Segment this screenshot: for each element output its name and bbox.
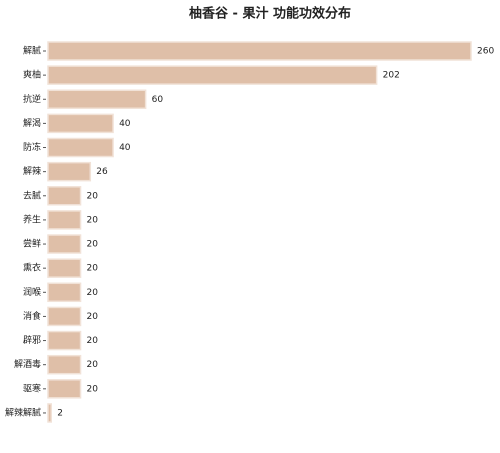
bar	[47, 306, 82, 327]
value-label: 40	[119, 143, 131, 153]
bar	[47, 258, 82, 278]
y-tick-label: 抗逆	[23, 93, 41, 105]
value-label: 20	[87, 336, 99, 346]
y-tick-label: 尝鲜	[23, 238, 41, 250]
chart-title: 柚香谷 - 果汁 功能功效分布	[189, 6, 351, 22]
y-tick-label: 熏衣	[23, 262, 41, 274]
bar	[47, 403, 53, 423]
y-tick-label: 养生	[23, 213, 41, 225]
value-label: 20	[87, 191, 99, 201]
value-label: 40	[119, 119, 131, 129]
value-label: 260	[477, 47, 494, 57]
y-tick-label: 润喉	[23, 286, 41, 298]
y-tick-label: 解辣	[23, 165, 41, 177]
value-label: 60	[152, 95, 164, 105]
bar	[47, 210, 82, 230]
bar	[47, 379, 82, 399]
bar	[47, 113, 114, 134]
value-label: 20	[87, 288, 99, 298]
value-label: 2	[57, 408, 63, 418]
y-tick-label: 爽柚	[23, 69, 41, 81]
value-label: 20	[87, 360, 99, 370]
bar	[47, 186, 82, 206]
bar	[47, 354, 82, 375]
value-label: 202	[383, 71, 400, 81]
y-tick-label: 防冻	[23, 141, 41, 153]
value-label: 26	[96, 167, 108, 177]
value-label: 20	[87, 264, 99, 274]
y-tick-label: 解腻	[23, 45, 41, 57]
y-tick-label: 解辣解腻	[5, 406, 41, 418]
bar	[47, 282, 82, 303]
value-label: 20	[87, 215, 99, 225]
y-tick-label: 辟邪	[23, 334, 41, 346]
bar	[47, 65, 378, 85]
y-tick-label: 解酒毒	[14, 358, 41, 370]
value-label: 20	[87, 240, 99, 250]
y-tick-label: 驱寒	[23, 382, 41, 394]
bar	[47, 161, 92, 182]
value-label: 20	[87, 384, 99, 394]
bar	[47, 137, 114, 158]
bar	[47, 330, 82, 351]
y-tick-label: 消食	[23, 310, 41, 322]
y-tick-label: 解渴	[23, 117, 41, 129]
y-tick-label: 去腻	[23, 189, 41, 201]
bar	[47, 234, 82, 254]
bar	[47, 41, 472, 61]
value-label: 20	[87, 312, 99, 322]
bar	[47, 89, 147, 110]
